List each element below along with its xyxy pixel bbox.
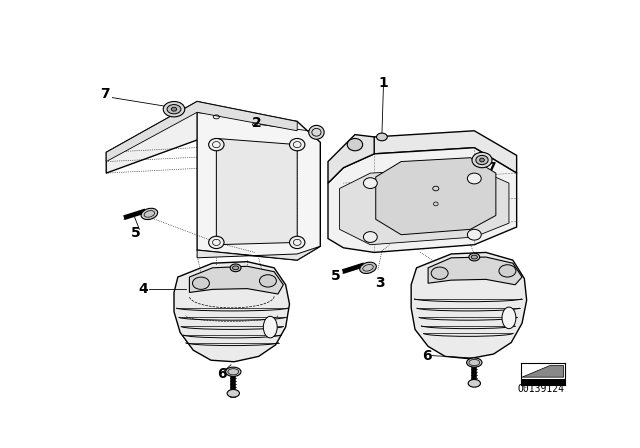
Text: 6: 6 xyxy=(217,367,227,381)
Ellipse shape xyxy=(480,158,484,162)
Ellipse shape xyxy=(471,255,477,259)
Text: O0139124: O0139124 xyxy=(518,383,564,394)
Polygon shape xyxy=(340,168,509,245)
Ellipse shape xyxy=(263,316,277,338)
Ellipse shape xyxy=(467,358,482,367)
Ellipse shape xyxy=(193,277,209,289)
Ellipse shape xyxy=(289,138,305,151)
Polygon shape xyxy=(428,257,522,285)
Ellipse shape xyxy=(499,265,516,277)
Ellipse shape xyxy=(308,125,324,139)
Ellipse shape xyxy=(163,102,185,117)
Ellipse shape xyxy=(289,236,305,249)
Polygon shape xyxy=(189,266,284,294)
Ellipse shape xyxy=(472,152,492,168)
Polygon shape xyxy=(411,252,527,359)
Polygon shape xyxy=(197,246,320,260)
Text: 5: 5 xyxy=(331,268,340,283)
Polygon shape xyxy=(106,102,297,162)
Text: 7: 7 xyxy=(486,161,496,175)
Ellipse shape xyxy=(360,262,376,273)
Text: 3: 3 xyxy=(376,276,385,290)
Ellipse shape xyxy=(364,232,378,242)
Polygon shape xyxy=(328,134,374,183)
Polygon shape xyxy=(376,158,496,235)
Ellipse shape xyxy=(467,173,481,184)
Ellipse shape xyxy=(232,266,239,270)
Ellipse shape xyxy=(209,236,224,249)
Polygon shape xyxy=(197,112,320,260)
Polygon shape xyxy=(344,131,516,183)
Text: 2: 2 xyxy=(252,116,262,130)
Text: 6: 6 xyxy=(422,349,431,362)
Ellipse shape xyxy=(364,178,378,189)
Ellipse shape xyxy=(259,275,276,287)
Polygon shape xyxy=(328,148,516,252)
Polygon shape xyxy=(522,366,564,377)
Ellipse shape xyxy=(225,367,241,376)
Ellipse shape xyxy=(209,138,224,151)
Ellipse shape xyxy=(468,379,481,387)
Ellipse shape xyxy=(469,253,480,261)
Ellipse shape xyxy=(141,208,157,220)
Polygon shape xyxy=(106,102,297,173)
Ellipse shape xyxy=(431,267,448,280)
Ellipse shape xyxy=(172,107,177,111)
Ellipse shape xyxy=(376,133,387,141)
Text: 1: 1 xyxy=(379,76,388,90)
Text: 4: 4 xyxy=(138,282,148,296)
Ellipse shape xyxy=(502,307,516,329)
Text: 5: 5 xyxy=(131,226,140,240)
Ellipse shape xyxy=(167,104,181,114)
Polygon shape xyxy=(174,262,289,362)
Polygon shape xyxy=(216,138,297,245)
Ellipse shape xyxy=(230,264,241,271)
Bar xyxy=(520,379,565,385)
Ellipse shape xyxy=(476,155,488,165)
Ellipse shape xyxy=(467,229,481,240)
Text: 7: 7 xyxy=(100,87,109,101)
Ellipse shape xyxy=(227,389,239,397)
Ellipse shape xyxy=(348,138,363,151)
